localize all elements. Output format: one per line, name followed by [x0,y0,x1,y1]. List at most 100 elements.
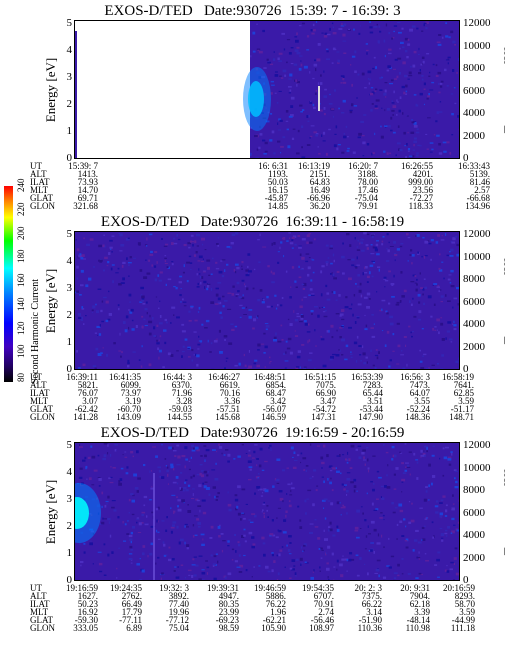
heatmap-cell [256,464,258,467]
heatmap-cell [340,514,342,516]
heatmap-cell [390,283,395,286]
heatmap-cell [266,505,269,507]
heatmap-cell [181,499,185,503]
heatmap-cell [301,298,303,302]
heatmap-cell [397,57,402,60]
table-cell: 66.90 [315,388,336,398]
heatmap-cell [148,259,151,262]
heatmap-cell [299,321,303,323]
heatmap-cell [459,296,460,297]
heatmap-cell [236,281,240,285]
heatmap-cell [136,518,140,520]
colorbar-tick-label: 240 [16,178,26,193]
heatmap-cell [217,282,222,284]
heatmap-cell [158,356,160,360]
heatmap-cell [393,30,395,33]
heatmap-cell [151,511,155,514]
heatmap-cell [294,280,297,283]
heatmap-cell [287,483,291,486]
heatmap-cell [393,68,396,70]
heatmap-cell [146,245,148,247]
heatmap-cell [278,60,283,62]
heatmap-cell [415,529,419,532]
heatmap-cell [282,136,286,139]
heatmap-cell [439,457,441,460]
heatmap-cell [206,259,211,262]
heatmap-cell [338,28,343,30]
heatmap-cell [217,297,221,301]
heatmap-cell [141,522,144,524]
heatmap-cell [291,247,294,249]
heatmap-cell [199,464,203,466]
heatmap-cell [192,244,194,247]
heatmap-cell [324,310,327,312]
heatmap-cell [342,40,347,42]
heatmap-cell [231,328,235,331]
heatmap-cell [446,85,449,87]
heatmap-cell [266,295,269,299]
heatmap-cell [118,482,122,486]
heatmap-cell [377,533,380,537]
heatmap-cell [388,270,391,273]
heatmap-cell [262,509,264,511]
heatmap-cell [376,470,380,473]
heatmap-cell [292,456,294,458]
heatmap-cell [323,35,328,38]
heatmap-cell [103,234,105,236]
heatmap-cell [386,260,390,262]
heatmap-cell [442,447,445,450]
heatmap-cell [221,452,223,455]
heatmap-cell [448,456,452,460]
heatmap-cell [314,526,319,528]
heatmap-cell [336,525,339,529]
heatmap-cell [227,292,232,294]
heatmap-cell [371,152,373,156]
heatmap-cell [329,93,331,96]
heatmap-cell [139,579,142,580]
heatmap-cell [436,318,440,322]
heatmap-cell [158,339,160,341]
heatmap-cell [228,508,232,512]
y2-tick-label: 10000 [463,39,491,52]
heatmap-cell [351,83,353,87]
heatmap-cell [212,449,216,451]
heatmap-cell [404,145,407,147]
heatmap-cell [204,286,206,289]
table-cell: -59.03 [168,404,192,414]
table-cell: 70.16 [219,388,240,398]
table-cell: 19:46:59 [253,583,286,593]
heatmap-cell [273,152,276,155]
heatmap-cell [135,325,138,328]
table-cell: 73.93 [77,177,98,187]
heatmap-cell [273,242,276,245]
heatmap-cell [295,79,298,82]
heatmap-cell [400,41,404,44]
heatmap-cell [339,454,341,457]
heatmap-cell [356,490,358,492]
heatmap-cell [339,336,342,339]
heatmap-cell [399,451,402,453]
table-cell: 16.92 [77,607,98,617]
heatmap-cell [419,349,421,352]
heatmap-cell [257,315,259,318]
heatmap-cell [149,581,151,582]
heatmap-cell [298,265,300,268]
heatmap-cell [439,82,443,85]
heatmap-cell [278,530,282,533]
heatmap-cell [186,261,190,264]
heatmap-cell [110,248,112,250]
heatmap-cell [271,553,274,557]
table-cell: 333.05 [73,623,98,633]
heatmap-cell [293,460,298,462]
heatmap-cell [294,49,299,52]
heatmap-cell [393,241,396,244]
heatmap-cell [176,496,178,498]
heatmap-cell [417,541,422,544]
heatmap-cell [166,266,169,268]
heatmap-cell [331,291,333,293]
heatmap-cell [297,235,301,237]
heatmap-cell [388,241,390,244]
heatmap-cell [144,325,148,327]
heatmap-cell [138,244,141,246]
heatmap-cell [183,305,187,307]
